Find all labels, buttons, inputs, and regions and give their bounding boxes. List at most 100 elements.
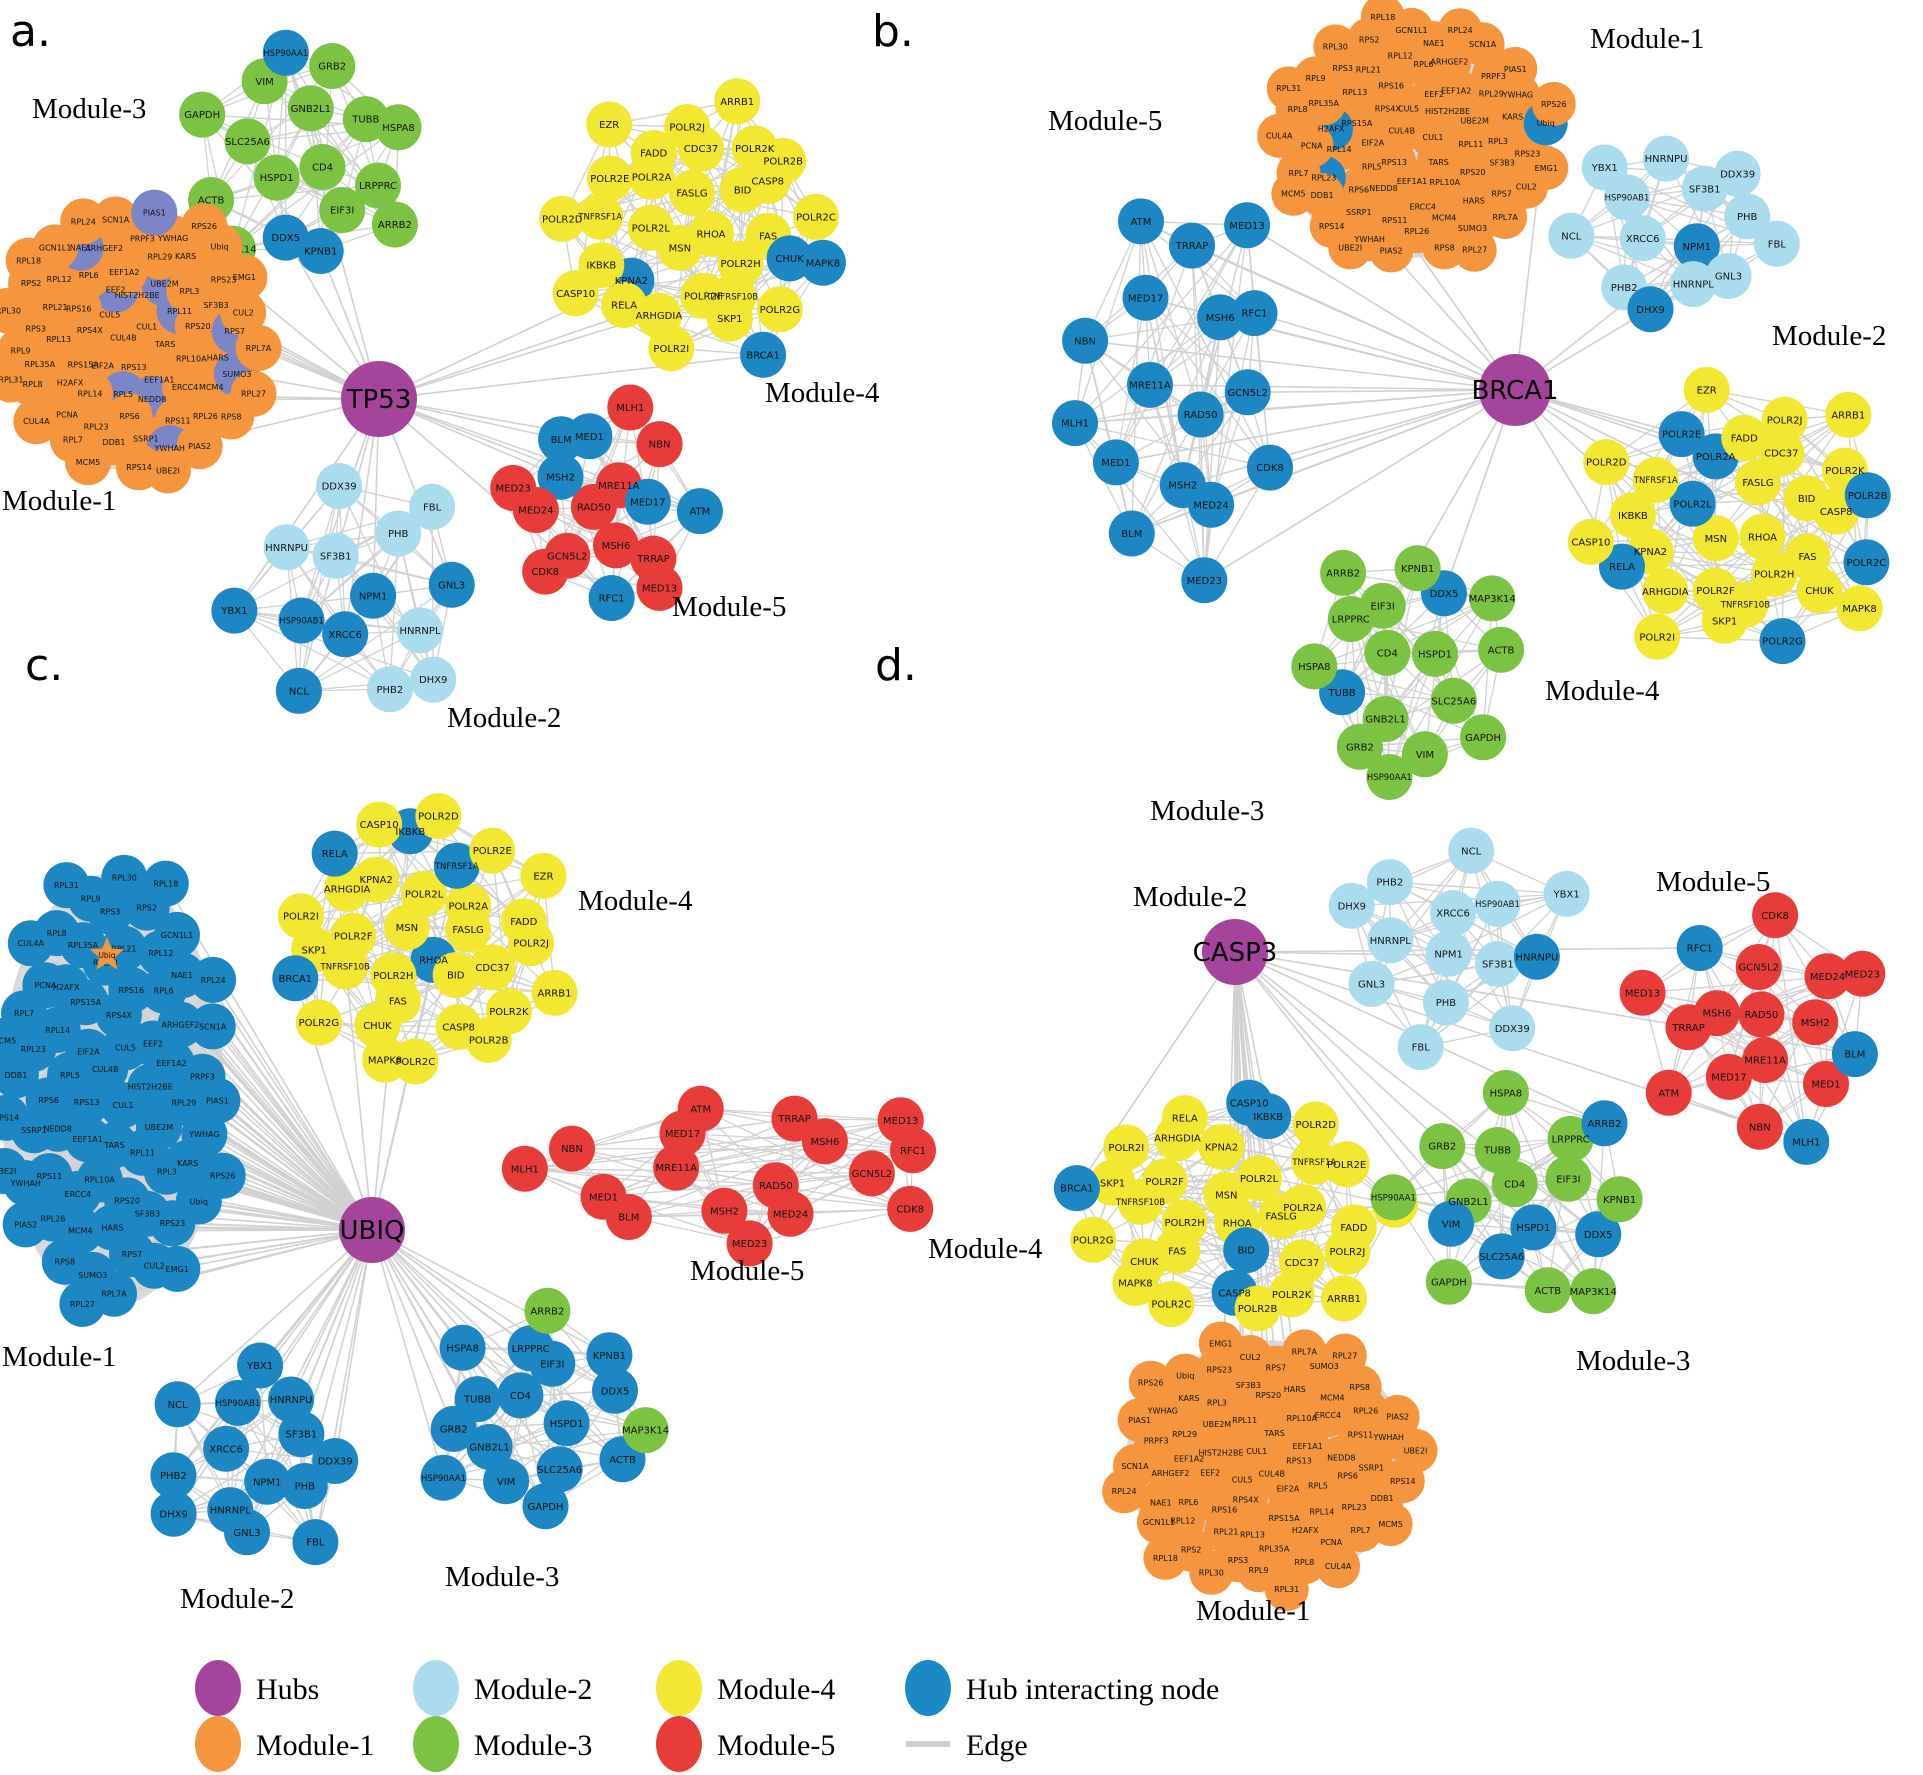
node-label: SCN1A — [199, 1022, 227, 1031]
node-label: PHB — [1737, 212, 1758, 223]
node-label: MCM5 — [1378, 1520, 1402, 1529]
node-label: EEF2 — [106, 285, 126, 294]
node-MAP3K14 — [1469, 575, 1516, 622]
node-label: RPL13 — [1342, 88, 1367, 97]
hub-edge — [1234, 951, 1856, 1055]
node-RPL31 — [0, 356, 34, 403]
node-label: CHUK — [1130, 1257, 1159, 1268]
node-label: POLR2K — [1272, 1290, 1312, 1301]
node-PHB — [1724, 193, 1771, 240]
edge — [489, 1354, 610, 1448]
hub-edge — [1149, 384, 1516, 391]
node-label: RPS20 — [1460, 168, 1486, 177]
node-label: RHOA — [1223, 1218, 1252, 1229]
node-RPL24 — [190, 956, 237, 1003]
edge — [1505, 1092, 1594, 1292]
node-ARRB1 — [1825, 391, 1872, 438]
node-POLR2I — [1103, 1124, 1150, 1171]
node-DHX9 — [1627, 286, 1674, 333]
hub-edge — [1076, 951, 1236, 1189]
node-POLR2B — [1234, 1285, 1281, 1332]
node-label: POLR2J — [669, 123, 705, 134]
hub-edge — [1085, 339, 1516, 391]
node-label: CUL4B — [92, 1065, 118, 1074]
node-label: SSRP1 — [133, 434, 159, 443]
node-label: YWHAG — [1147, 1407, 1178, 1416]
node-label: POLR2L — [1240, 1174, 1279, 1185]
node-label: MLH1 — [1792, 1138, 1820, 1149]
node-label: Ubiq — [1537, 119, 1555, 128]
node-label: FADD — [1731, 433, 1758, 444]
hub-label: CASP3 — [1193, 938, 1278, 968]
node-label: CUL4B — [1259, 1470, 1285, 1479]
node-label: MAP3K14 — [1469, 594, 1516, 605]
node-DDX39 — [1489, 1005, 1536, 1052]
node-label: RPL14 — [77, 390, 102, 399]
node-IKBKB — [1609, 492, 1656, 539]
hub-node-CASP3 — [1202, 919, 1268, 985]
node-label: RELA — [611, 301, 637, 312]
node-label: RHOA — [419, 956, 448, 967]
edge — [724, 1172, 873, 1212]
node-label: MED24 — [773, 1209, 808, 1220]
node-layer: NPM1 XRCC6 SF3B1 HNRNPL HSP90AB1 PHB PHB2 HNRNP… — [1053, 827, 1886, 1612]
node-RPL18 — [1360, 0, 1405, 39]
node-label: CUL4A — [23, 417, 50, 426]
edge — [1074, 221, 1142, 424]
hub-edge — [233, 398, 380, 612]
node-label: PHB2 — [1611, 283, 1638, 294]
node-label: ARRB1 — [538, 989, 572, 1000]
node-label: RPL9 — [11, 346, 31, 355]
node-label: RPL10A — [176, 355, 207, 364]
node-POLR2D — [415, 793, 462, 840]
node-label: RPL13 — [46, 335, 71, 344]
node-label: MAPK8 — [806, 258, 840, 269]
node-label: RPL24 — [201, 976, 226, 985]
node-EZR — [520, 852, 567, 899]
node-MSN — [1692, 515, 1739, 562]
node-label: HIST2H2BE — [128, 1083, 173, 1092]
node-RPL24 — [60, 198, 107, 245]
node-label: RPS16 — [118, 986, 144, 995]
node-label: RPL7 — [1289, 169, 1309, 178]
node-MCM5 — [0, 1017, 27, 1064]
node-TRRAP — [1169, 222, 1215, 269]
node-label: TUBB — [1483, 1146, 1511, 1157]
node-label: CDK8 — [1256, 463, 1284, 474]
node-label: EIF3I — [1556, 1174, 1580, 1185]
module-label: Module-4 — [765, 377, 880, 409]
node-label: GNB2L1 — [291, 104, 331, 115]
node-label: MED1 — [589, 1192, 618, 1203]
node-HSP90AA1 — [1366, 754, 1413, 800]
node-CD4 — [1491, 1161, 1538, 1208]
node-label: RPL30 — [112, 874, 137, 883]
node-MLH1 — [501, 1145, 548, 1192]
node-label: SF3B1 — [286, 1430, 318, 1441]
node-NCL — [275, 667, 322, 714]
node-label: POLR2B — [1238, 1304, 1278, 1315]
node-label: FASLG — [676, 189, 707, 200]
node-label: MCM4 — [199, 383, 223, 392]
node-label: MRE11A — [598, 481, 640, 492]
node-label: RPL5 — [1308, 1482, 1328, 1491]
node-label: MRE11A — [1129, 381, 1171, 392]
node-label: FASLG — [452, 925, 483, 936]
node-label: RPL27 — [70, 1300, 95, 1309]
node-label: NEDD8 — [1327, 1454, 1355, 1463]
node-VIM — [1428, 1200, 1474, 1247]
node-BLM — [605, 1194, 652, 1240]
node-MSH2 — [1792, 999, 1839, 1046]
node-label: RPL11 — [167, 307, 192, 316]
node-label: KPNB1 — [1401, 564, 1434, 575]
node-label: RFC1 — [1241, 309, 1267, 320]
node-RPL18 — [142, 860, 189, 907]
node-label: MED13 — [883, 1116, 918, 1127]
node-label: LRPPRC — [512, 1344, 550, 1355]
node-label: RFC1 — [599, 594, 625, 605]
node-label: TUBB — [1328, 688, 1356, 699]
panel-b: RAD50 MRE11A MSH6 MSH2 MED17 GCN5L2 MED1 TRRAP M… — [872, 0, 1891, 827]
hub-edge — [300, 398, 380, 621]
node-label: CUL1 — [1246, 1447, 1267, 1456]
edge — [1351, 905, 1499, 965]
node-label: ARHGDIA — [636, 311, 683, 322]
